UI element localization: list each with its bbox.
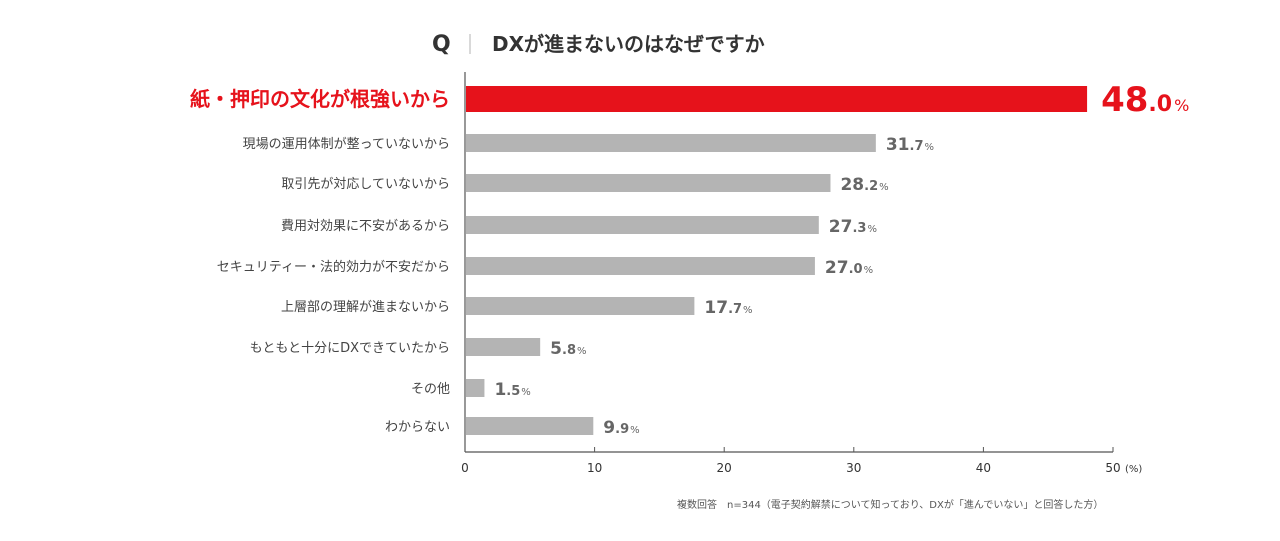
chart-title: DXが進まないのはなぜですか — [492, 32, 765, 56]
value-label: 17.7% — [704, 298, 752, 318]
x-tick-label: 40 — [976, 461, 991, 475]
category-label: 取引先が対応していないから — [281, 177, 450, 192]
value-label: 27.3% — [829, 217, 877, 237]
value-label: 9.9% — [603, 418, 639, 438]
value-label: 5.8% — [550, 339, 586, 359]
chart-note: 複数回答 n=344（電子契約解禁について知っており、DXが「進んでいない」と回… — [677, 498, 1103, 511]
value-label: 28.2% — [840, 175, 888, 195]
category-label: 費用対効果に不安があるから — [281, 219, 450, 234]
category-label: わからない — [385, 420, 450, 435]
plot-area: 0 10 20 30 40 50 (%) 紙・押印の文化が根強いから 48.0 % 現場の運用体制が… — [190, 72, 1189, 475]
x-unit-label: (%) — [1125, 464, 1142, 475]
chart-title-group: Q DXが進まないのはなぜですか — [432, 32, 765, 57]
bar-highlight — [466, 86, 1088, 112]
category-label: その他 — [411, 382, 450, 397]
category-label: セキュリティー・法的効力が不安だから — [217, 259, 450, 275]
bar — [466, 216, 819, 234]
x-tick-label: 20 — [717, 461, 732, 475]
bar — [466, 379, 485, 397]
bar — [466, 257, 815, 275]
x-tick-label: 30 — [846, 461, 861, 475]
bar — [466, 417, 594, 435]
category-label: 現場の運用体制が整っていないから — [243, 137, 450, 152]
category-label: 紙・押印の文化が根強いから — [190, 87, 450, 111]
question-mark: Q — [432, 32, 451, 57]
value-label: 1.5% — [494, 380, 530, 400]
bar — [466, 297, 695, 315]
value-label: 48.0% — [1101, 80, 1189, 120]
bar — [466, 338, 541, 356]
bar — [466, 174, 831, 192]
category-label: もともと十分にDXできていたから — [250, 341, 450, 356]
value-label: 31.7% — [886, 135, 934, 155]
value-label: 27.0% — [825, 258, 873, 278]
x-tick-label: 50 — [1105, 461, 1120, 475]
category-label: 上層部の理解が進まないから — [281, 300, 450, 315]
x-tick-label: 0 — [461, 461, 469, 475]
bar — [466, 134, 876, 152]
x-tick-label: 10 — [587, 461, 602, 475]
